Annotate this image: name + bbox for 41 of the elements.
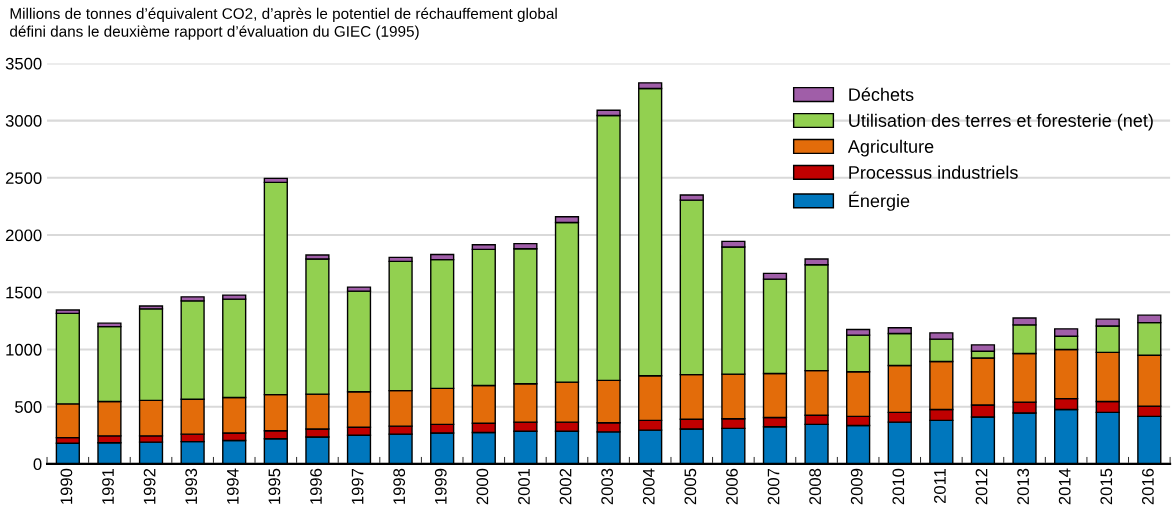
x-tick-label: 1990 [60, 468, 73, 504]
y-tick-label: 1500 [6, 286, 42, 299]
x-tick-label: 2002 [559, 468, 572, 505]
x-tick-label: 1999 [434, 468, 447, 504]
y-tick-label: 2000 [5, 229, 42, 242]
x-tick-label: 2015 [1100, 468, 1113, 505]
x-tick-label: 2014 [1058, 468, 1071, 505]
legend-label: Utilisation des terres et foresterie (net) [849, 113, 1153, 131]
y-tick-label: 2500 [5, 172, 42, 185]
legend-label: Déchets [849, 87, 914, 101]
x-tick-label: 2000 [476, 468, 489, 505]
x-tick-label: 1993 [185, 468, 198, 504]
x-tick-label: 1994 [226, 468, 239, 504]
x-tick-label: 2007 [767, 468, 780, 505]
x-tick-label: 2006 [726, 468, 738, 505]
x-tick-label: 2005 [684, 468, 697, 505]
x-tick-label: 1991 [102, 468, 114, 504]
y-axis-title: Millions de tonnes d’équivalent CO2, d’après le potentiel de réchauffement global défini dans le deuxième rapport d’évaluation du GIEC (1995) [10, 7, 557, 40]
legend-label: Processus industriels [849, 165, 1018, 179]
y-tick-label: 0 [33, 458, 42, 471]
x-tick-label: 1998 [393, 468, 406, 504]
x-tick-label: 2011 [934, 468, 946, 504]
x-tick-label: 2009 [850, 468, 863, 505]
y-tick-label: 1000 [6, 343, 42, 356]
y-tick-label: 3500 [5, 57, 42, 70]
x-tick-label: 2004 [642, 468, 655, 505]
y-tick-label: 500 [15, 401, 42, 413]
legend-label: Énergie [849, 191, 910, 211]
x-tick-label: 2010 [892, 468, 905, 505]
legend-label: Agriculture [847, 139, 934, 157]
y-tick-label: 3000 [5, 114, 42, 127]
x-tick-label: 1995 [268, 468, 281, 504]
x-tick-label: 1992 [143, 468, 156, 504]
x-tick-label: 2008 [809, 468, 822, 505]
x-tick-label: 1997 [351, 468, 364, 504]
x-tick-label: 2012 [975, 468, 988, 505]
x-tick-label: 2003 [601, 468, 614, 505]
x-tick-label: 1996 [310, 468, 322, 504]
x-tick-label: 2016 [1141, 468, 1154, 505]
x-tick-label: 2013 [1017, 468, 1030, 505]
x-tick-label: 2001 [518, 468, 530, 505]
